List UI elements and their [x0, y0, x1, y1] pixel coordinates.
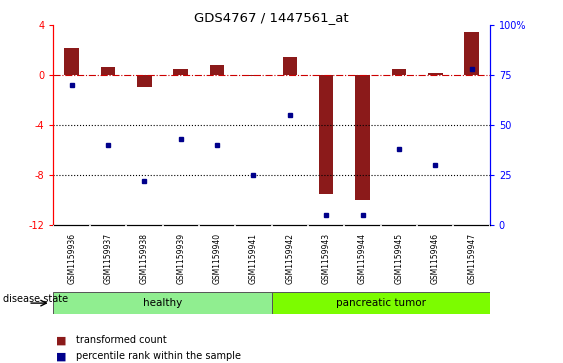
- Bar: [392, 69, 406, 75]
- Text: ■: ■: [56, 335, 67, 346]
- Bar: [283, 57, 297, 75]
- Bar: [53, 292, 271, 314]
- Bar: [173, 69, 188, 75]
- Text: GSM1159945: GSM1159945: [395, 233, 404, 284]
- Text: healthy: healthy: [143, 298, 182, 308]
- Bar: [464, 32, 479, 75]
- Text: GSM1159940: GSM1159940: [213, 233, 222, 284]
- Bar: [210, 65, 225, 75]
- Text: GSM1159942: GSM1159942: [285, 233, 294, 284]
- Bar: [246, 75, 261, 76]
- Bar: [355, 75, 370, 200]
- Text: pancreatic tumor: pancreatic tumor: [336, 298, 426, 308]
- Text: percentile rank within the sample: percentile rank within the sample: [76, 351, 241, 362]
- Title: GDS4767 / 1447561_at: GDS4767 / 1447561_at: [194, 11, 349, 24]
- Text: GSM1159941: GSM1159941: [249, 233, 258, 284]
- Bar: [272, 292, 490, 314]
- Bar: [137, 75, 151, 86]
- Text: disease state: disease state: [3, 294, 68, 304]
- Text: GSM1159939: GSM1159939: [176, 233, 185, 284]
- Text: ■: ■: [56, 351, 67, 362]
- Text: GSM1159944: GSM1159944: [358, 233, 367, 284]
- Text: GSM1159936: GSM1159936: [67, 233, 76, 284]
- Text: GSM1159938: GSM1159938: [140, 233, 149, 284]
- Bar: [428, 73, 443, 75]
- Text: GSM1159947: GSM1159947: [467, 233, 476, 284]
- Bar: [319, 75, 333, 194]
- Text: transformed count: transformed count: [76, 335, 167, 346]
- Text: GSM1159946: GSM1159946: [431, 233, 440, 284]
- Bar: [101, 66, 115, 75]
- Text: GSM1159937: GSM1159937: [104, 233, 113, 284]
- Bar: [64, 48, 79, 75]
- Text: GSM1159943: GSM1159943: [321, 233, 330, 284]
